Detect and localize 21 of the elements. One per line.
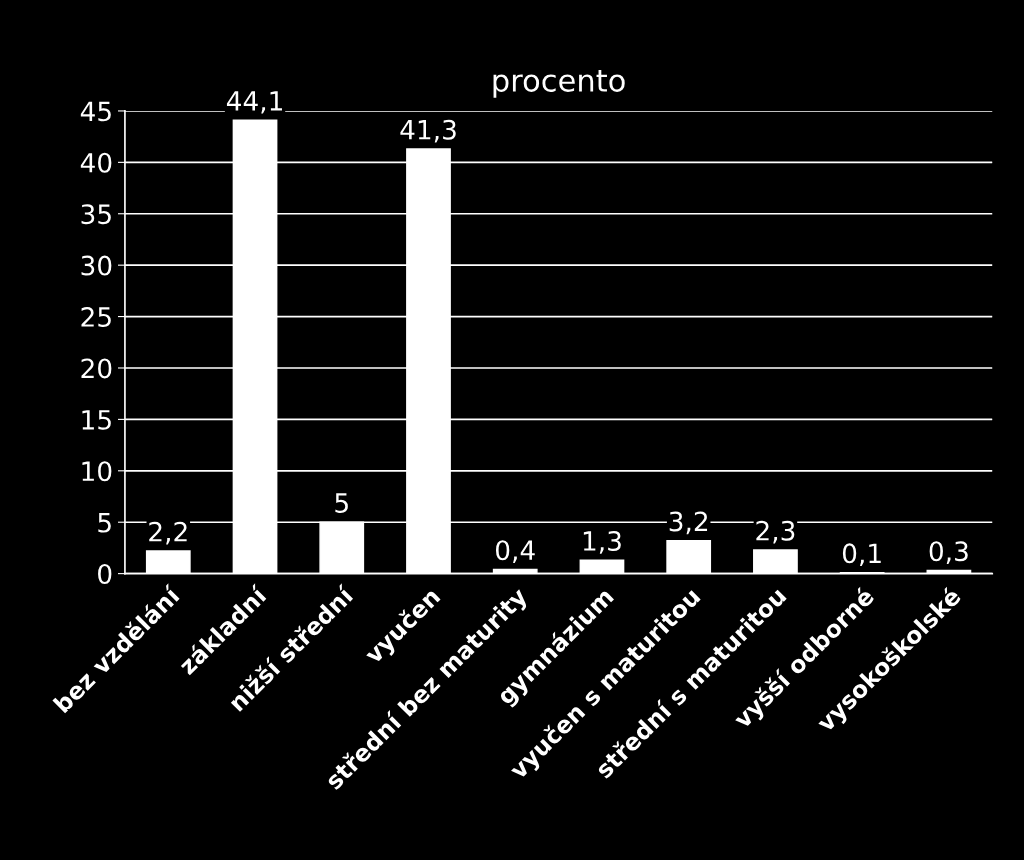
data-label: 2,3	[756, 520, 795, 544]
y-tick-label: 30	[81, 255, 112, 276]
data-label: 41,3	[400, 119, 456, 143]
data-label: 1,3	[583, 531, 621, 554]
y-tick-label: 15	[82, 410, 111, 430]
y-tick-label: 20	[81, 358, 112, 379]
data-label: 0,1	[842, 543, 881, 566]
chart-title: procento	[493, 70, 625, 98]
data-label: 5	[335, 493, 348, 513]
y-tick-label: 40	[80, 152, 112, 173]
data-label: 44,1	[226, 91, 282, 114]
data-label: 3,2	[669, 511, 708, 535]
data-label: 0,3	[929, 541, 968, 564]
y-tick-label: 45	[80, 101, 111, 122]
y-tick-label: 35	[81, 204, 111, 225]
y-tick-label: 25	[81, 307, 111, 327]
y-tick-label: 0	[98, 564, 112, 585]
data-label: 0,4	[495, 540, 535, 563]
y-tick-label: 5	[98, 513, 111, 533]
y-tick-label: 10	[82, 461, 112, 482]
data-label: 2,2	[149, 521, 187, 545]
